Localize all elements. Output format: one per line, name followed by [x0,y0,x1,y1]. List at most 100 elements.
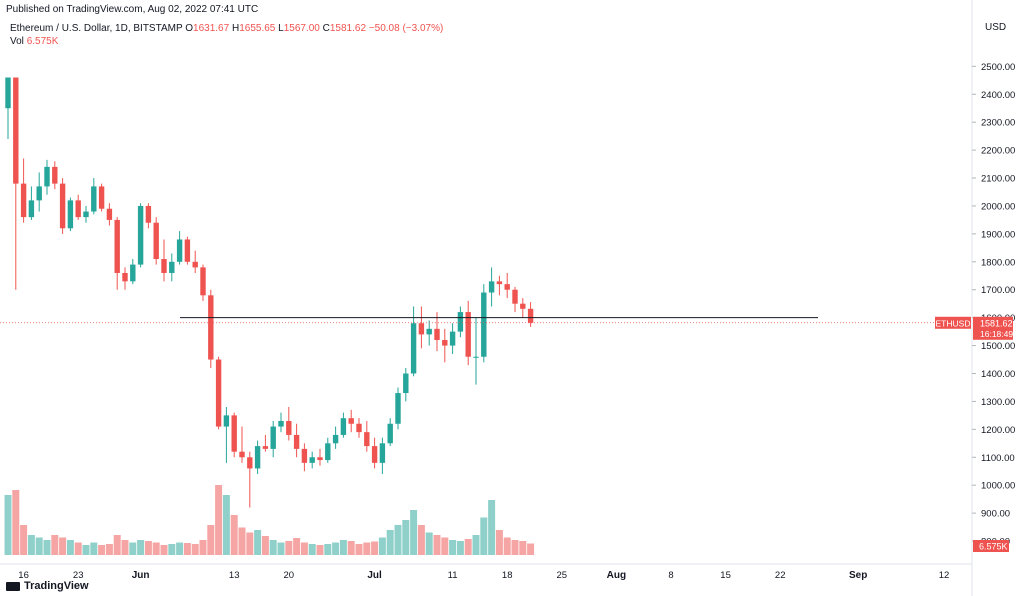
volume-bar [215,485,223,555]
volume-bar [425,532,433,555]
volume-bar [230,515,238,555]
symbol-legend: Ethereum / U.S. Dollar, 1D, BITSTAMP O16… [10,22,443,48]
candle-body [403,373,409,394]
candle-body [325,443,331,461]
candle-body [387,423,393,444]
volume-bar [183,543,191,555]
volume-bar [386,530,394,555]
x-tick-label: Sep [849,570,867,581]
candle-body [332,434,339,444]
candle-body [473,356,479,358]
y-tick-label: 2400.00 [981,90,1015,101]
candlesticks [5,77,534,508]
candle-body [28,200,35,218]
volume-bar [90,542,98,555]
y-tick-label: 1000.00 [981,481,1015,492]
x-tick-label: 18 [502,570,513,581]
candle-body [200,267,206,296]
volume-bar [43,540,51,555]
candle-body [488,281,495,293]
y-tick-label: 1500.00 [981,341,1015,352]
open-value: 1631.67 [193,23,230,34]
low-label: L [278,23,284,34]
volume-label[interactable]: Vol [10,36,24,47]
volume-bar [59,537,67,555]
candle-body [13,77,19,184]
y-tick-label: 2100.00 [981,174,1015,185]
candle-body [527,308,534,323]
candle-body [364,432,370,447]
volume-bar [488,500,496,555]
volume-bar [441,537,449,555]
volume-bar [371,541,379,555]
x-tick-label: 15 [720,570,731,581]
y-tick-label: 2000.00 [981,201,1015,212]
y-tick-label: 1400.00 [981,369,1015,380]
volume-bar [160,545,168,555]
x-tick-label: 25 [557,570,568,581]
volume-bar [105,544,113,555]
y-tick-label: 1800.00 [981,257,1015,268]
volume-bar [339,540,347,555]
volume-bar [207,525,215,555]
volume-bar [378,537,386,555]
candle-body [395,393,401,424]
volume-bar [355,544,363,555]
candle-body [192,261,198,268]
symbol-title[interactable]: Ethereum / U.S. Dollar, 1D, BITSTAMP [10,23,183,34]
candle-body [153,222,159,260]
candle-body [457,312,464,332]
candle-body [286,420,292,435]
tradingview-logo[interactable]: TradingView [6,580,89,592]
volume-value: 6.575K [26,36,59,47]
volume-bar [199,540,207,555]
y-tick-label: 900.00 [981,509,1010,520]
symbol-tag-text: ETHUSD [936,318,971,328]
volume-bar [4,495,12,555]
x-tick-label: 16 [18,570,29,581]
y-tick-label: 1900.00 [981,229,1015,240]
volume-bar [168,544,176,555]
x-tick-label: Jun [132,570,150,581]
volume-bar [137,540,145,555]
candle-body [309,457,315,463]
tradingview-logo-icon [6,581,20,591]
y-tick-label: 1700.00 [981,285,1015,296]
chart-overlays [0,317,972,324]
volume-bar [27,535,35,555]
candle-body [208,295,214,360]
candle-body [215,359,222,427]
x-tick-label: Aug [607,570,626,581]
volume-bar [433,535,441,555]
candle-body [301,448,308,463]
candle-body [130,264,136,282]
candle-body [67,200,74,229]
volume-bar [519,541,527,555]
candle-body [410,323,417,374]
candle-body [176,239,183,262]
change-value: −50.08 (−3.07%) [368,23,444,34]
candle-body [5,77,11,109]
currency-label[interactable]: USD [985,22,1007,33]
volume-bar [324,544,332,555]
volume-bar [269,540,277,555]
x-tick-label: 8 [668,570,673,581]
volume-bar [66,540,74,555]
volume-bar [464,539,472,555]
candle-body [356,423,362,433]
candle-body [161,259,167,273]
time-axis: 16 23 Jun 13 20 Jul 11 18 25 Aug 8 15 22 Sep 12 [0,563,972,581]
candle-body [137,205,144,265]
low-value: 1567.00 [283,23,320,34]
candle-body [239,451,245,458]
volume-bar [472,535,480,555]
candle-body [254,446,261,469]
y-tick-label: 1200.00 [981,425,1015,436]
volume-bar [527,543,535,555]
candle-body [145,205,152,223]
volume-bar [191,544,199,555]
candle-body [247,457,253,469]
volume-bar [129,542,137,555]
candle-body [418,323,425,335]
